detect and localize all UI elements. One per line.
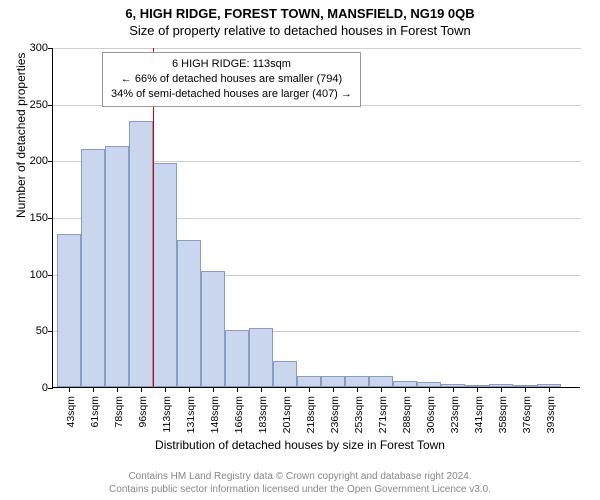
xtick-mark	[429, 387, 430, 392]
ytick-label: 150	[30, 212, 48, 224]
ytick-label: 300	[30, 42, 48, 54]
chart-area: 05010015020025030043sqm61sqm78sqm96sqm11…	[52, 48, 580, 388]
xtick-mark	[381, 387, 382, 392]
xtick-mark	[405, 387, 406, 392]
histogram-bar	[129, 121, 153, 387]
ytick-mark	[48, 218, 53, 219]
ytick-label: 200	[30, 155, 48, 167]
histogram-bar	[225, 330, 249, 387]
y-axis-label: Number of detached properties	[14, 53, 28, 218]
histogram-bar	[345, 376, 369, 387]
info-line-smaller: ← 66% of detached houses are smaller (79…	[111, 72, 352, 87]
xtick-mark	[357, 387, 358, 392]
xtick-mark	[333, 387, 334, 392]
xtick-mark	[261, 387, 262, 392]
histogram-bar	[105, 146, 129, 387]
xtick-mark	[453, 387, 454, 392]
ytick-mark	[48, 275, 53, 276]
xtick-mark	[285, 387, 286, 392]
histogram-bar	[297, 376, 321, 387]
ytick-mark	[48, 105, 53, 106]
histogram-bar	[201, 271, 225, 387]
footer-attribution: Contains HM Land Registry data © Crown c…	[0, 471, 600, 496]
ytick-mark	[48, 331, 53, 332]
footer-line2: Contains public sector information licen…	[0, 484, 600, 497]
xtick-mark	[237, 387, 238, 392]
info-line-larger: 34% of semi-detached houses are larger (…	[111, 87, 352, 102]
ytick-label: 250	[30, 99, 48, 111]
xtick-mark	[501, 387, 502, 392]
xtick-mark	[525, 387, 526, 392]
info-line-property: 6 HIGH RIDGE: 113sqm	[111, 57, 352, 72]
histogram-bar	[177, 240, 201, 387]
xtick-mark	[165, 387, 166, 392]
gridline	[53, 48, 581, 49]
histogram-bar	[153, 163, 177, 387]
ytick-label: 50	[36, 325, 48, 337]
xtick-mark	[189, 387, 190, 392]
x-axis-label: Distribution of detached houses by size …	[0, 438, 600, 452]
histogram-bar	[321, 376, 345, 387]
chart-title-address: 6, HIGH RIDGE, FOREST TOWN, MANSFIELD, N…	[0, 0, 600, 21]
info-box: 6 HIGH RIDGE: 113sqm ← 66% of detached h…	[102, 52, 361, 107]
ytick-label: 100	[30, 269, 48, 281]
ytick-mark	[48, 48, 53, 49]
ytick-mark	[48, 388, 53, 389]
histogram-bar	[57, 234, 81, 387]
chart-title-subtitle: Size of property relative to detached ho…	[0, 21, 600, 38]
histogram-bar	[81, 149, 105, 387]
xtick-mark	[213, 387, 214, 392]
histogram-bar	[249, 328, 273, 387]
histogram-bar	[369, 376, 393, 387]
xtick-mark	[477, 387, 478, 392]
footer-line1: Contains HM Land Registry data © Crown c…	[0, 471, 600, 484]
ytick-mark	[48, 161, 53, 162]
xtick-mark	[117, 387, 118, 392]
histogram-bar	[273, 361, 297, 387]
xtick-mark	[69, 387, 70, 392]
xtick-mark	[141, 387, 142, 392]
xtick-mark	[309, 387, 310, 392]
chart-container: 6, HIGH RIDGE, FOREST TOWN, MANSFIELD, N…	[0, 0, 600, 500]
ytick-label: 0	[42, 382, 48, 394]
xtick-mark	[93, 387, 94, 392]
xtick-mark	[549, 387, 550, 392]
